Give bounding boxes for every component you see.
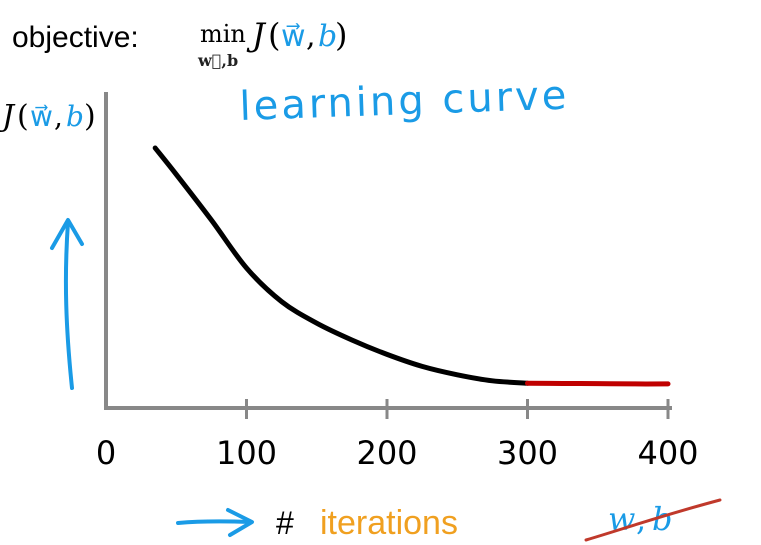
objective-label: objective: [12, 21, 139, 54]
ylabel-b: b [66, 100, 84, 133]
min-subscript: w⃗,b [197, 51, 238, 70]
right-arrow-icon [176, 519, 252, 525]
objective-w: w⃗ [281, 19, 306, 54]
objective-J: J [246, 16, 267, 54]
ylabel-open-paren: ( [17, 99, 29, 134]
x-tick-label-100: 100 [216, 434, 277, 472]
up-arrow-head-icon [50, 218, 84, 250]
ylabel-w: w⃗ [30, 100, 53, 133]
x-tick-label-0: 0 [96, 434, 116, 472]
ylabel-J: J [0, 99, 16, 134]
ylabel-comma: , [54, 100, 63, 133]
cost-curve-line [152, 145, 530, 386]
learning-curve-annotation: learning curve [239, 73, 570, 130]
x-tick-label-200: 200 [356, 434, 417, 472]
objective-open-paren: ( [268, 16, 280, 54]
right-arrow-head-icon [226, 508, 254, 537]
x-tick-label-400: 400 [637, 434, 698, 472]
objective-close-paren: ) [335, 16, 347, 54]
crossed-b: b [652, 500, 672, 538]
objective-b: b [318, 19, 337, 54]
strikethrough-line [584, 498, 722, 542]
min-word: min [200, 20, 246, 48]
up-arrow-icon [63, 220, 74, 390]
converged-segment-line [525, 380, 671, 387]
x-tick-label-300: 300 [497, 434, 558, 472]
crossed-comma: , [636, 500, 646, 538]
objective-comma: , [306, 19, 316, 54]
ylabel-close-paren: ) [84, 99, 96, 134]
hash-symbol: # [276, 505, 294, 541]
xlabel-iterations: iterations [320, 504, 458, 542]
